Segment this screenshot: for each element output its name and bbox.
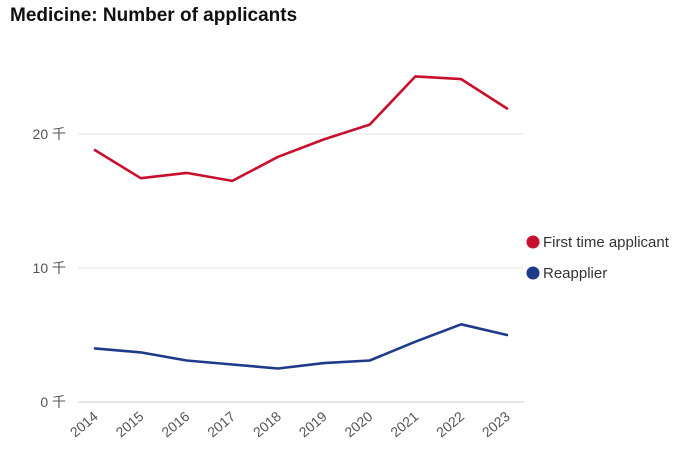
series-line-reapplier[interactable]: [93, 322, 509, 370]
legend-label[interactable]: Reapplier: [543, 265, 607, 282]
y-tick-label: 10 千: [33, 260, 66, 276]
series-line-first-time-applicant[interactable]: [93, 75, 509, 183]
x-tick-label: 2020: [341, 408, 375, 440]
y-axis-ticks: 0 千 10 千 20 千: [33, 126, 66, 410]
x-tick-label: 2023: [479, 408, 513, 440]
legend-label[interactable]: First time applicant: [543, 234, 670, 251]
y-tick-label: 0 千: [40, 394, 66, 410]
x-tick-label: 2021: [387, 408, 421, 440]
legend: First time applicant Reapplier: [526, 234, 670, 282]
series-lines: [93, 75, 509, 370]
x-tick-label: 2017: [204, 408, 238, 440]
x-tick-label: 2019: [296, 408, 330, 440]
y-tick-label: 20 千: [33, 126, 66, 142]
x-tick-label: 2016: [158, 408, 192, 440]
chart-title: Medicine: Number of applicants: [10, 5, 298, 26]
x-tick-label: 2018: [250, 408, 284, 440]
x-tick-label: 2014: [67, 408, 101, 440]
x-tick-label: 2022: [433, 408, 467, 440]
grid: [78, 133, 524, 403]
legend-marker[interactable]: [526, 235, 540, 249]
legend-marker[interactable]: [526, 266, 540, 280]
x-axis-ticks: 2014 2015 2016 2017 2018 2019 2020 2021 2022 2023: [67, 408, 513, 440]
x-tick-label: 2015: [113, 408, 147, 440]
